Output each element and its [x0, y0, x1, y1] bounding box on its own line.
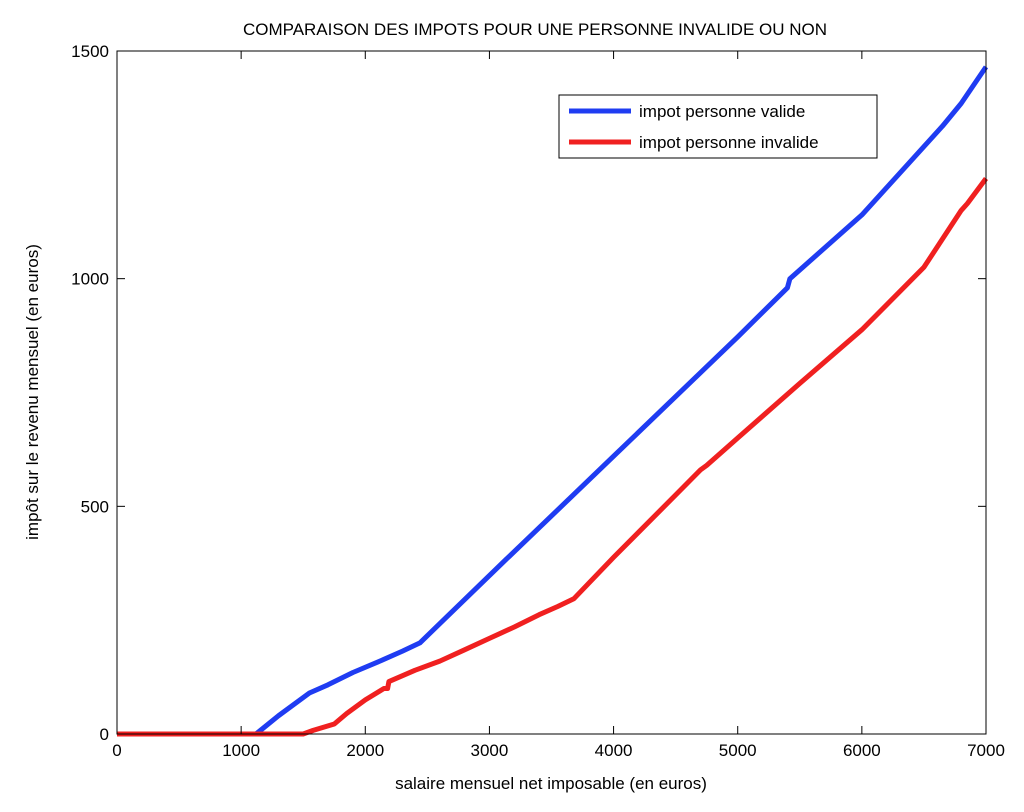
x-tick-label: 7000	[967, 741, 1005, 760]
legend: impot personne valide impot personne inva…	[558, 94, 878, 159]
series-line-0	[117, 65, 989, 737]
x-tick-label: 5000	[719, 741, 757, 760]
x-tick-label: 2000	[346, 741, 384, 760]
axes: 0 1000 2000 3000 4000 5000 6000 7000 0 500 1000 150…	[71, 42, 1005, 760]
series-layer	[117, 65, 989, 737]
axes-box	[116, 50, 987, 735]
x-tick-label: 3000	[471, 741, 509, 760]
x-tick-label: 6000	[843, 741, 881, 760]
y-tick-label: 1500	[71, 42, 109, 61]
y-axis-title: impôt sur le revenu mensuel (en euros)	[23, 244, 42, 540]
plot-background	[117, 51, 986, 734]
x-tick-label: 0	[112, 741, 121, 760]
plot-area	[117, 51, 986, 734]
series-line-1	[117, 177, 989, 737]
legend-label-1: impot personne invalide	[639, 133, 819, 152]
y-tick-label: 500	[81, 497, 109, 516]
x-tick-label: 4000	[595, 741, 633, 760]
y-tick-label: 1000	[71, 270, 109, 289]
y-tick-label: 0	[100, 725, 109, 744]
legend-label-0: impot personne valide	[639, 102, 805, 121]
x-tick-label: 1000	[222, 741, 260, 760]
chart-title: COMPARAISON DES IMPOTS POUR UNE PERSONNE…	[243, 20, 827, 39]
legend-box	[558, 94, 878, 159]
x-axis-title: salaire mensuel net imposable (en euros)	[395, 774, 707, 793]
